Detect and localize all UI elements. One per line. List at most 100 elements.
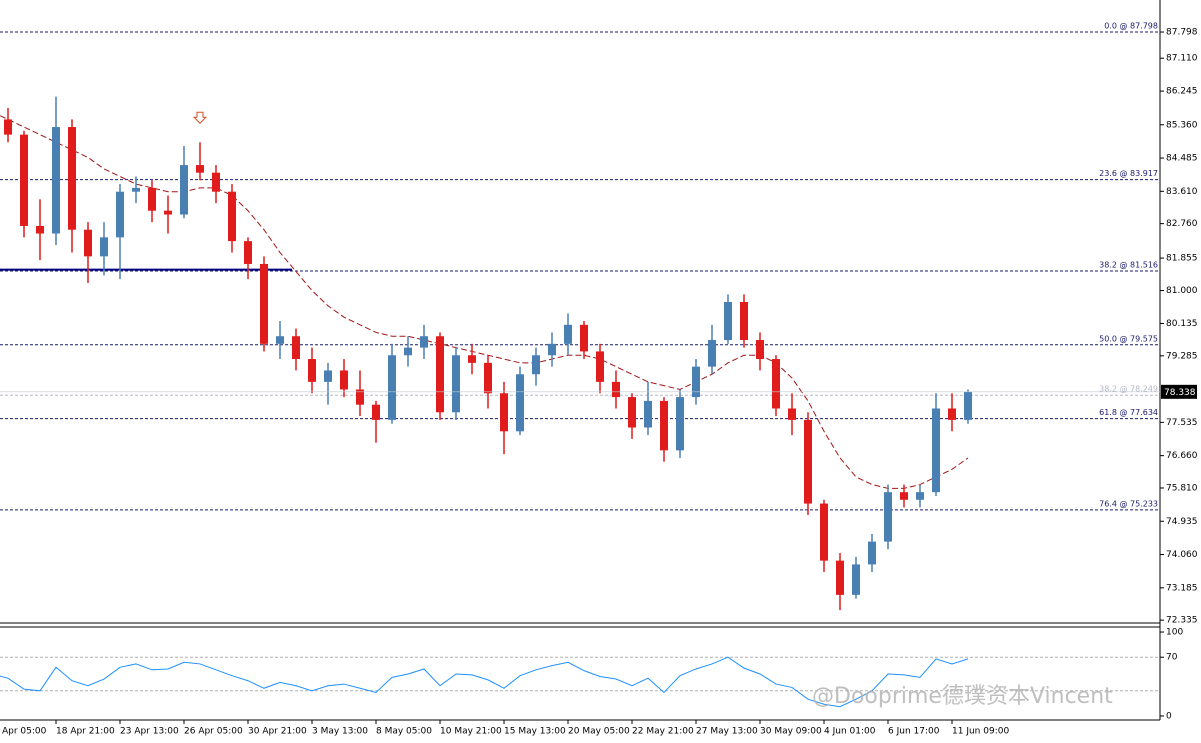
candle-body — [676, 397, 684, 451]
candle-body — [772, 359, 780, 409]
candle-body — [644, 400, 652, 428]
last-price-box — [1161, 384, 1197, 399]
y-tick-label: 83.610 — [1166, 187, 1198, 197]
fib-label: 23.6 @ 83.917 — [1099, 169, 1158, 178]
candle-body — [292, 336, 300, 360]
x-tick-label: 26 Apr 05:00 — [184, 727, 243, 737]
x-tick-label: 27 May 13:00 — [696, 727, 758, 737]
price-panel — [0, 31, 1160, 611]
candle-body — [804, 419, 812, 504]
candle-body — [420, 336, 428, 348]
candle-body — [180, 165, 188, 215]
candle-body — [692, 366, 700, 398]
y-tick-label: 73.185 — [1166, 583, 1198, 593]
candle-body — [212, 172, 220, 192]
candle-body — [20, 134, 28, 226]
candle-body — [820, 503, 828, 561]
rsi-panel — [0, 656, 1160, 708]
y-tick-label: 82.760 — [1166, 219, 1198, 229]
candle-body — [308, 359, 316, 382]
candle-body — [84, 229, 92, 257]
candle-body — [708, 340, 716, 367]
candle-body — [724, 301, 732, 341]
signal-arrow — [192, 111, 208, 124]
candle-body — [52, 127, 60, 234]
candle-body — [276, 336, 284, 344]
y-tick-label: 72.335 — [1166, 616, 1198, 626]
fib-label: 50.0 @ 79.575 — [1099, 334, 1158, 343]
candle-body — [436, 336, 444, 413]
x-tick-label: 6 Jun 17:00 — [888, 727, 940, 737]
x-tick-label: Apr 05:00 — [2, 727, 47, 737]
y-tick-label: 76.660 — [1166, 451, 1198, 461]
candle-body — [228, 191, 236, 242]
fib-label: 76.4 @ 75.233 — [1099, 499, 1158, 508]
x-tick-label: 20 May 05:00 — [568, 727, 630, 737]
candle-body — [244, 241, 252, 264]
x-tick-label: 8 May 05:00 — [376, 727, 432, 737]
candle-body — [740, 301, 748, 341]
candle-body — [916, 492, 924, 500]
watermark: @Dooprime德璞资本Vincent — [812, 684, 1113, 709]
candle-body — [884, 492, 892, 542]
candle-body — [948, 408, 956, 420]
fib-label: 38.2 @ 78.249 — [1099, 385, 1158, 394]
fib-label: 0.0 @ 87.798 — [1104, 22, 1158, 31]
x-tick-label: 10 May 21:00 — [440, 727, 502, 737]
y-tick-label: 87.110 — [1166, 54, 1198, 64]
candle-body — [132, 187, 140, 192]
y-tick-label: 87.798 — [1166, 28, 1198, 38]
x-tick-label: 22 May 21:00 — [632, 727, 694, 737]
candle-body — [148, 187, 156, 211]
candle-body — [628, 397, 636, 428]
y-tick-label: 70 — [1166, 653, 1178, 663]
y-tick-label: 77.535 — [1166, 418, 1198, 428]
y-tick-label: 86.245 — [1166, 87, 1198, 97]
x-tick-label: 4 Jun 01:00 — [824, 727, 876, 737]
candle-body — [516, 374, 524, 432]
candle-body — [116, 191, 124, 238]
x-tick-label: 18 Apr 21:00 — [56, 727, 115, 737]
y-tick-label: 75.810 — [1166, 483, 1198, 493]
candle-body — [4, 119, 12, 135]
candle-body — [900, 492, 908, 500]
candle-body — [356, 389, 364, 405]
x-tick-label: 11 Jun 09:00 — [952, 727, 1009, 737]
x-tick-label: 30 May 09:00 — [760, 727, 822, 737]
candle-body — [68, 127, 76, 230]
fib-label: 61.8 @ 77.634 — [1099, 408, 1158, 417]
candle-body — [964, 391, 972, 420]
x-tick-label: 3 May 13:00 — [312, 727, 368, 737]
candle-body — [324, 370, 332, 382]
candle-body — [340, 370, 348, 390]
y-tick-label: 85.360 — [1166, 120, 1198, 130]
candle-body — [612, 381, 620, 398]
x-tick-label: 23 Apr 13:00 — [120, 727, 179, 737]
candle-body — [660, 400, 668, 451]
fib-label: 38.2 @ 81.516 — [1099, 260, 1158, 269]
candle-body — [756, 340, 764, 360]
last-price-label: 78.338 — [1164, 388, 1196, 398]
candle-body — [532, 355, 540, 375]
candle-body — [484, 362, 492, 394]
candle-body — [404, 347, 412, 356]
rsi-line — [0, 656, 969, 708]
candle-body — [852, 564, 860, 595]
candle-body — [100, 237, 108, 257]
candle-body — [932, 408, 940, 493]
candle-body — [788, 408, 796, 420]
candle-body — [388, 355, 396, 420]
candle-body — [196, 165, 204, 173]
y-tick-label: 74.935 — [1166, 517, 1198, 527]
candle-body — [468, 355, 476, 363]
y-tick-label: 74.060 — [1166, 550, 1198, 560]
x-tick-label: 30 Apr 21:00 — [248, 727, 307, 737]
candle-body — [452, 355, 460, 413]
y-tick-label: 81.000 — [1166, 286, 1198, 296]
candle-body — [500, 393, 508, 432]
candle-body — [548, 343, 556, 356]
candle-body — [836, 560, 844, 595]
candle-body — [164, 210, 172, 215]
y-tick-label: 81.855 — [1166, 254, 1198, 264]
